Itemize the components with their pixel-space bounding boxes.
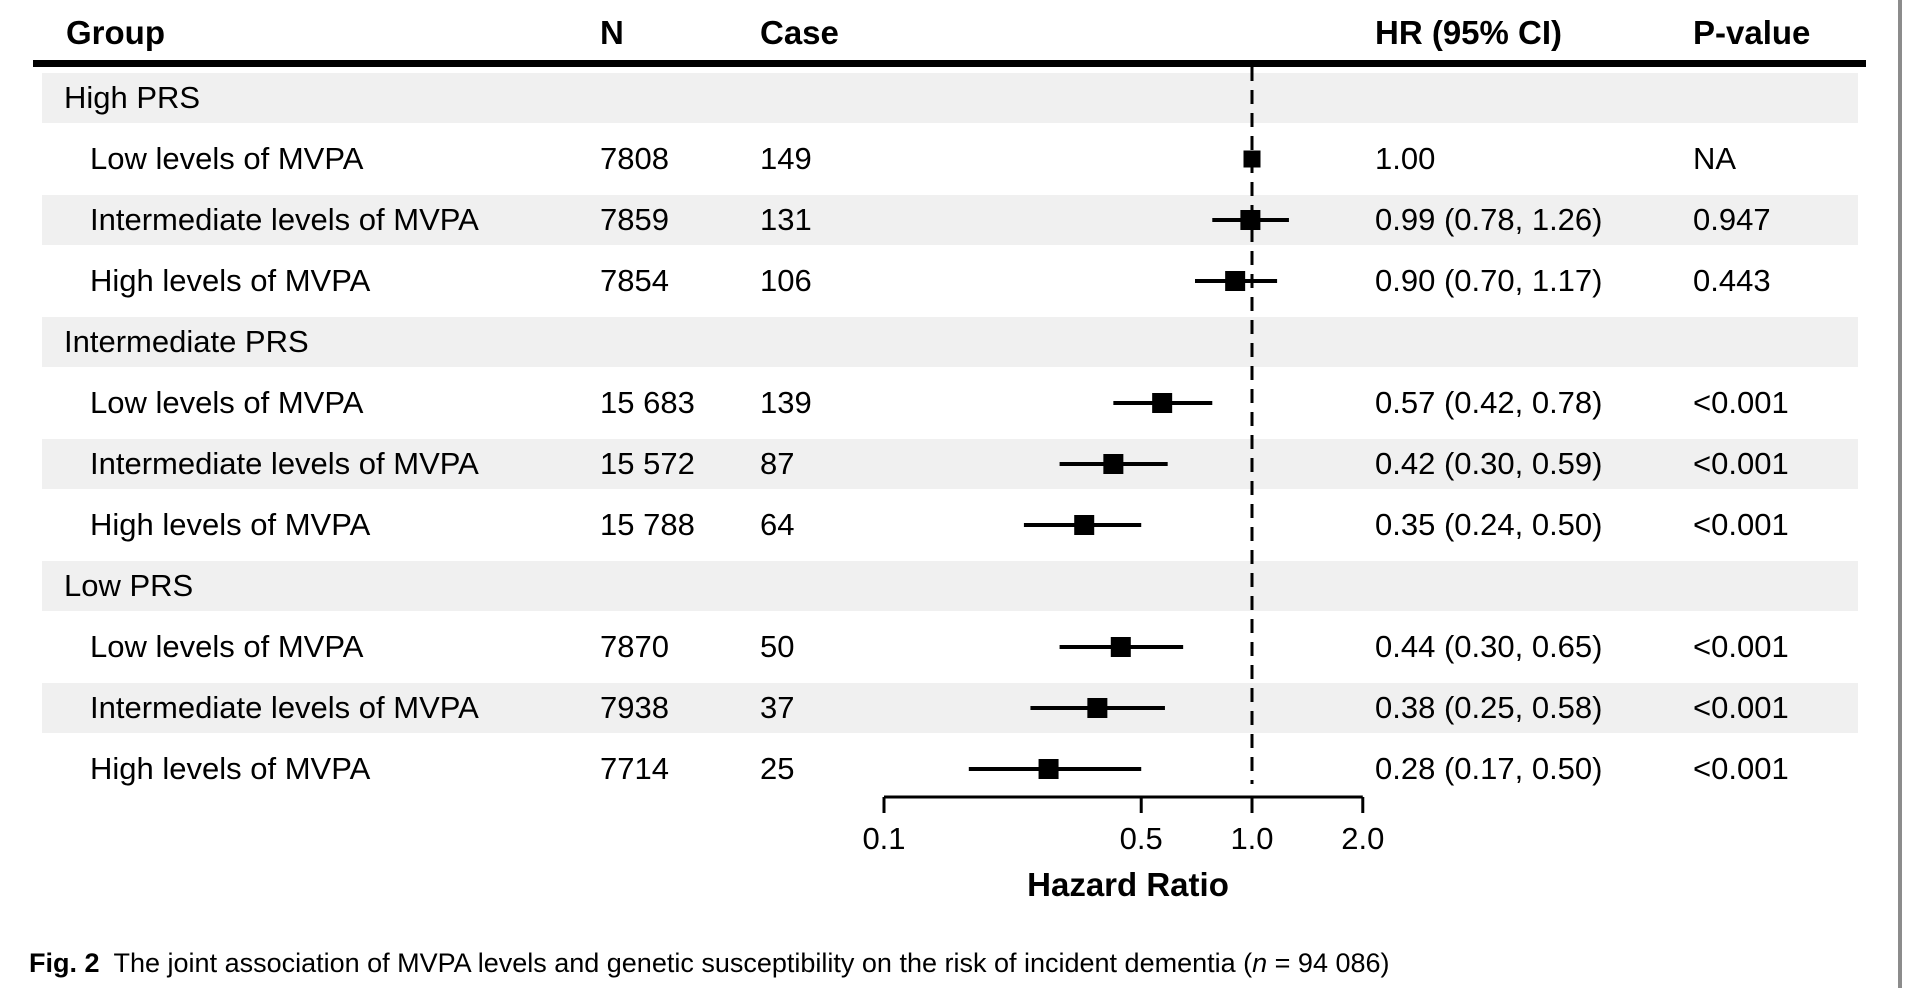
row-label: High levels of MVPA: [90, 263, 371, 298]
row-hr-text: 0.90 (0.70, 1.17): [1375, 263, 1603, 298]
row-n: 7938: [600, 690, 669, 725]
row-stripe: [42, 683, 1858, 733]
hr-point-marker: [1074, 515, 1095, 535]
row-label: Intermediate levels of MVPA: [90, 202, 479, 237]
row-hr-text: 0.99 (0.78, 1.26): [1375, 202, 1603, 237]
row-hr-text: 0.44 (0.30, 0.65): [1375, 629, 1603, 664]
page-edge-line: [1898, 0, 1902, 988]
row-group-label: High PRS: [64, 80, 201, 115]
caption-text-after: = 94 086): [1267, 948, 1390, 978]
caption-text: The joint association of MVPA levels and…: [113, 948, 1253, 978]
row-cases: 37: [760, 690, 795, 725]
row-cases: 106: [760, 263, 812, 298]
row-p-value: <0.001: [1693, 629, 1789, 664]
row-group-label: Low PRS: [64, 568, 194, 603]
row-n: 15 572: [600, 446, 695, 481]
axis-tick-label: 0.5: [1119, 821, 1163, 856]
hr-point-marker: [1152, 393, 1173, 413]
row-stripe: [42, 561, 1858, 611]
row-cases: 64: [760, 507, 795, 542]
row-p-value: <0.001: [1693, 507, 1789, 542]
row-p-value: <0.001: [1693, 751, 1789, 786]
row-cases: 25: [760, 751, 795, 786]
row-stripe: [42, 73, 1858, 123]
row-p-value: <0.001: [1693, 690, 1789, 725]
hr-point-marker: [1038, 759, 1059, 779]
row-p-value: NA: [1693, 141, 1737, 176]
row-cases: 87: [760, 446, 795, 481]
row-p-value: 0.947: [1693, 202, 1771, 237]
row-stripe: [42, 317, 1858, 367]
row-n: 7870: [600, 629, 669, 664]
hr-point-marker: [1243, 150, 1261, 168]
row-p-value: <0.001: [1693, 446, 1789, 481]
row-p-value: 0.443: [1693, 263, 1771, 298]
row-n: 7808: [600, 141, 669, 176]
row-hr-text: 0.28 (0.17, 0.50): [1375, 751, 1603, 786]
row-n: 7854: [600, 263, 669, 298]
column-header-hr-ci: HR (95% CI): [1375, 14, 1563, 51]
row-group-label: Intermediate PRS: [64, 324, 309, 359]
row-hr-text: 0.35 (0.24, 0.50): [1375, 507, 1603, 542]
row-cases: 149: [760, 141, 812, 176]
row-label: Intermediate levels of MVPA: [90, 690, 479, 725]
row-label: Low levels of MVPA: [90, 385, 364, 420]
row-cases: 131: [760, 202, 812, 237]
axis-tick-label: 2.0: [1341, 821, 1385, 856]
header-rule: [33, 60, 1866, 67]
row-n: 7714: [600, 751, 669, 786]
row-hr-text: 0.42 (0.30, 0.59): [1375, 446, 1603, 481]
row-n: 7859: [600, 202, 669, 237]
row-hr-text: 0.38 (0.25, 0.58): [1375, 690, 1603, 725]
column-header-group: Group: [66, 14, 165, 51]
caption: Fig. 2 The joint association of MVPA leve…: [29, 946, 1390, 980]
axis-tick-label: 1.0: [1230, 821, 1274, 856]
caption-n-symbol: n: [1252, 948, 1268, 978]
row-cases: 50: [760, 629, 795, 664]
column-header-p-value: P-value: [1693, 14, 1811, 51]
row-p-value: <0.001: [1693, 385, 1789, 420]
row-label: Low levels of MVPA: [90, 141, 364, 176]
row-label: High levels of MVPA: [90, 507, 371, 542]
column-header-case: Case: [760, 14, 839, 51]
column-header-n: N: [600, 14, 624, 51]
row-stripe: [42, 195, 1858, 245]
figure-label: Fig. 2: [29, 948, 100, 978]
row-n: 15 683: [600, 385, 695, 420]
axis-title: Hazard Ratio: [1027, 866, 1229, 903]
hr-point-marker: [1225, 271, 1246, 291]
axis-tick-label: 0.1: [862, 821, 906, 856]
row-label: Low levels of MVPA: [90, 629, 364, 664]
row-cases: 139: [760, 385, 812, 420]
row-stripe: [42, 439, 1858, 489]
row-label: Intermediate levels of MVPA: [90, 446, 479, 481]
row-label: High levels of MVPA: [90, 751, 371, 786]
row-hr-text: 1.00: [1375, 141, 1436, 176]
hr-point-marker: [1110, 637, 1131, 657]
row-hr-text: 0.57 (0.42, 0.78): [1375, 385, 1603, 420]
row-n: 15 788: [600, 507, 695, 542]
